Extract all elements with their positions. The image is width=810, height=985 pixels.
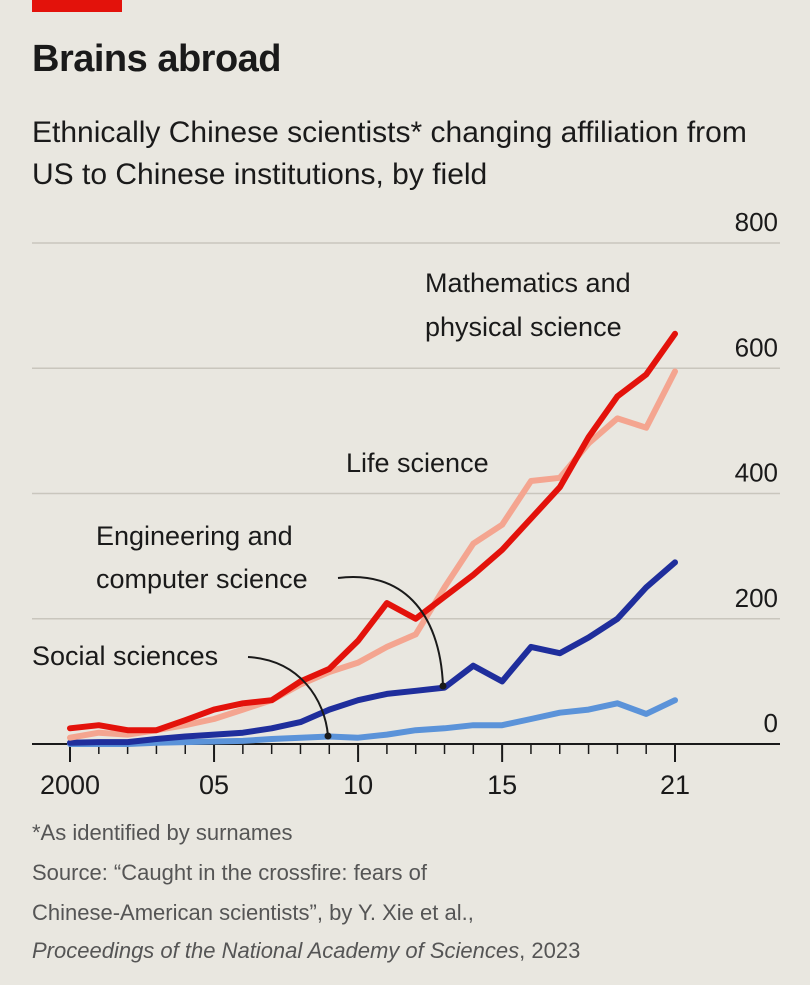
engineering-leader-line bbox=[337, 576, 444, 687]
label-math-line1: Mathematics and bbox=[425, 268, 631, 298]
x-tick-label: 2000 bbox=[40, 770, 100, 800]
x-tick-label: 05 bbox=[199, 770, 229, 800]
label-math-line2: physical science bbox=[425, 312, 622, 342]
y-axis-ticks: 0 200 400 600 800 bbox=[735, 207, 778, 738]
brand-red-bar bbox=[32, 0, 122, 12]
source-line-3: Proceedings of the National Academy of S… bbox=[32, 938, 580, 964]
social-leader-line bbox=[247, 656, 329, 737]
y-tick-label: 200 bbox=[735, 583, 778, 613]
x-tick-label: 21 bbox=[660, 770, 690, 800]
x-tick-label: 15 bbox=[487, 770, 517, 800]
series-line-social bbox=[67, 697, 678, 747]
source-year: , 2023 bbox=[519, 938, 581, 963]
label-engineering-line2: computer science bbox=[96, 564, 308, 594]
source-journal: Proceedings of the National Academy of S… bbox=[32, 938, 520, 963]
y-tick-label: 800 bbox=[735, 207, 778, 237]
source-line-1: Source: “Caught in the crossfire: fears … bbox=[32, 860, 427, 885]
series-lines bbox=[67, 330, 678, 747]
social-leader-dot bbox=[324, 732, 332, 740]
source-line-2: Chinese-American scientists”, by Y. Xie … bbox=[32, 900, 474, 925]
y-tick-label: 0 bbox=[764, 708, 778, 738]
series-line-engineering bbox=[67, 559, 678, 746]
label-life-science: Life science bbox=[346, 448, 489, 478]
chart-subtitle: Ethnically Chinese scientists* changing … bbox=[32, 116, 747, 191]
series-line-math bbox=[67, 330, 678, 734]
x-axis-ticks: 2000 05 10 15 21 bbox=[40, 744, 690, 800]
y-tick-label: 400 bbox=[735, 458, 778, 488]
gridlines bbox=[32, 242, 780, 745]
label-social-sciences: Social sciences bbox=[32, 641, 218, 671]
chart-title: Brains abroad bbox=[32, 38, 282, 80]
annotations: Mathematics and physical science Life sc… bbox=[32, 268, 631, 740]
label-engineering-line1: Engineering and bbox=[96, 521, 293, 551]
series-line-life bbox=[67, 368, 678, 741]
y-tick-label: 600 bbox=[735, 332, 778, 362]
x-tick-label: 10 bbox=[343, 770, 373, 800]
footnote: *As identified by surnames bbox=[32, 820, 293, 845]
engineering-leader-dot bbox=[439, 682, 447, 690]
